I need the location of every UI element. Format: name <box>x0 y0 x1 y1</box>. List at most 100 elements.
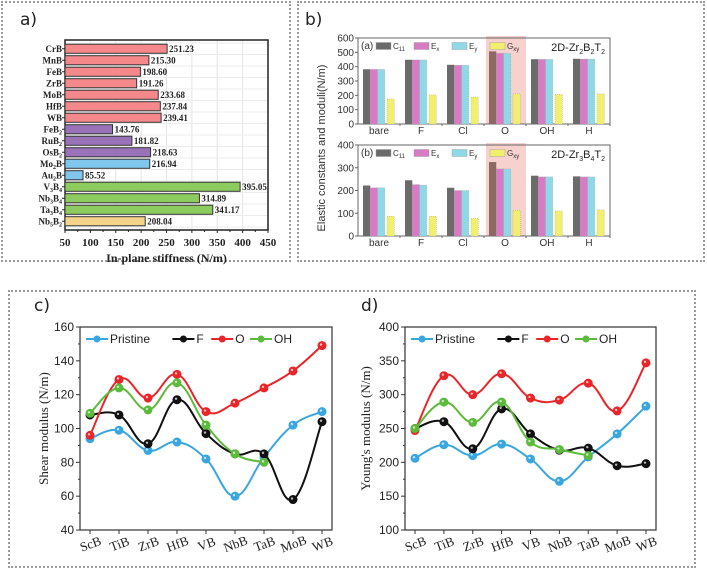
bar-Gxy <box>470 96 479 125</box>
tick-label-x: MoB <box>602 532 633 555</box>
data-point-highlight <box>319 409 323 412</box>
tick-label-y: 200 <box>379 455 399 469</box>
legend-label: Pristine <box>110 332 150 346</box>
bar-Gxy <box>596 93 605 125</box>
bar-C11 <box>489 51 497 124</box>
legend-swatch <box>451 42 468 50</box>
data-point <box>317 341 327 351</box>
data-point <box>317 407 327 417</box>
bar-Gxy <box>596 209 605 237</box>
bar-C11 <box>573 58 581 124</box>
tick-label-y: 160 <box>54 320 74 334</box>
bar-C11 <box>405 59 413 124</box>
tick-label-x: H <box>585 238 592 249</box>
data-point-highlight <box>614 463 618 466</box>
tick-label-y: FeB <box>47 67 63 77</box>
legend-marker <box>218 335 226 343</box>
data-point-highlight <box>499 371 502 374</box>
bar <box>64 55 150 66</box>
data-point <box>526 429 535 439</box>
x-axis-title: In-plane stiffness (N/m) <box>106 251 227 265</box>
tick-label-x: ScB <box>78 533 104 555</box>
data-point-highlight <box>203 456 207 460</box>
data-label: 314.89 <box>201 193 226 203</box>
data-point <box>114 410 124 420</box>
bar-Ex <box>580 176 588 237</box>
data-point-highlight <box>586 453 589 456</box>
legend-label: OH <box>599 332 617 346</box>
bar-C11 <box>489 162 497 236</box>
bar-Ex <box>454 65 462 125</box>
data-point <box>612 461 622 471</box>
data-point <box>554 395 564 405</box>
bar-Ex <box>538 59 546 125</box>
data-point-highlight <box>203 431 207 434</box>
tick-label-y: MoB <box>43 90 62 100</box>
tick-label-x: 300 <box>184 237 201 249</box>
data-label: 216.94 <box>152 159 177 169</box>
bar <box>64 204 214 215</box>
tick-label-x: TaB <box>252 533 278 555</box>
data-point <box>439 440 449 450</box>
legend-swatch <box>451 149 468 157</box>
legend-swatch <box>489 42 506 50</box>
tick-label-y: 80 <box>61 455 75 469</box>
tick-label-y: 150 <box>379 489 399 503</box>
bar <box>64 147 152 158</box>
data-point <box>230 449 240 459</box>
bar-Gxy <box>428 94 437 125</box>
data-point <box>259 383 269 393</box>
tick-label-y: 140 <box>54 354 74 368</box>
legend-label: Pristine <box>435 332 475 346</box>
tick-label-y: WB <box>47 113 62 123</box>
data-label: 208.04 <box>147 216 172 226</box>
chart-d: 100 150 200 250 300 350 400 ScB TiB ZrB HfB VB NbB Ta… <box>358 320 659 555</box>
data-label: 251.23 <box>169 44 194 54</box>
data-point-highlight <box>470 446 473 449</box>
data-point-highlight <box>145 395 149 399</box>
tick-label-x: ZrB <box>136 533 161 554</box>
bar-Ey <box>545 59 554 125</box>
legend-swatch <box>413 42 430 50</box>
subplot-title: 2D-Zr2B2T2 <box>551 42 605 56</box>
legend-marker <box>543 335 551 343</box>
tick-label-x: 250 <box>158 237 175 249</box>
bar-Ey <box>545 176 554 237</box>
data-point <box>143 393 153 403</box>
data-point <box>201 407 211 417</box>
legend-label: Ey <box>469 42 477 53</box>
legend-label: Ex <box>431 42 439 53</box>
tick-label-y: Ta3B4 <box>40 205 62 217</box>
bar-Ex <box>370 69 378 125</box>
data-point <box>583 443 593 453</box>
tick-label-y: 400 <box>337 141 354 152</box>
tick-label-x: O <box>501 238 509 249</box>
bar-Ex <box>496 53 504 125</box>
bar-Gxy <box>428 216 437 237</box>
data-point <box>468 444 478 454</box>
data-point-highlight <box>528 439 531 443</box>
tick-label-x: OH <box>540 238 555 249</box>
tick-label-x: 100 <box>82 237 99 249</box>
tick-label-y: FeB2 <box>44 124 63 136</box>
chart-c: 40 60 80 100 120 140 160 ScB TiB ZrB HfB VB NbB TaB Mo… <box>36 320 335 555</box>
bar-Ey <box>587 58 596 125</box>
tick-label-x: ZrB <box>461 533 486 554</box>
tick-label-y: 300 <box>337 77 354 88</box>
bar-Ey <box>461 190 470 237</box>
data-point <box>114 374 124 384</box>
data-point <box>612 406 622 416</box>
data-point-highlight <box>586 380 589 384</box>
bar-Gxy <box>512 210 521 237</box>
data-point <box>85 408 95 418</box>
subplot-title: 2D-Zr3B4T2 <box>551 149 605 163</box>
tick-label-x: O <box>501 126 509 137</box>
chart-b-top: bare F Cl O OH H 0 100 200 300 400 500 600 (a) C11 Ex Ey… <box>316 34 611 231</box>
bar-C11 <box>363 185 371 236</box>
data-point-highlight <box>116 427 120 431</box>
bar-Ex <box>370 187 378 237</box>
tick-label-x: HfB <box>489 533 515 555</box>
data-point <box>288 495 298 505</box>
data-label: 237.84 <box>162 101 187 111</box>
data-point <box>288 366 298 376</box>
